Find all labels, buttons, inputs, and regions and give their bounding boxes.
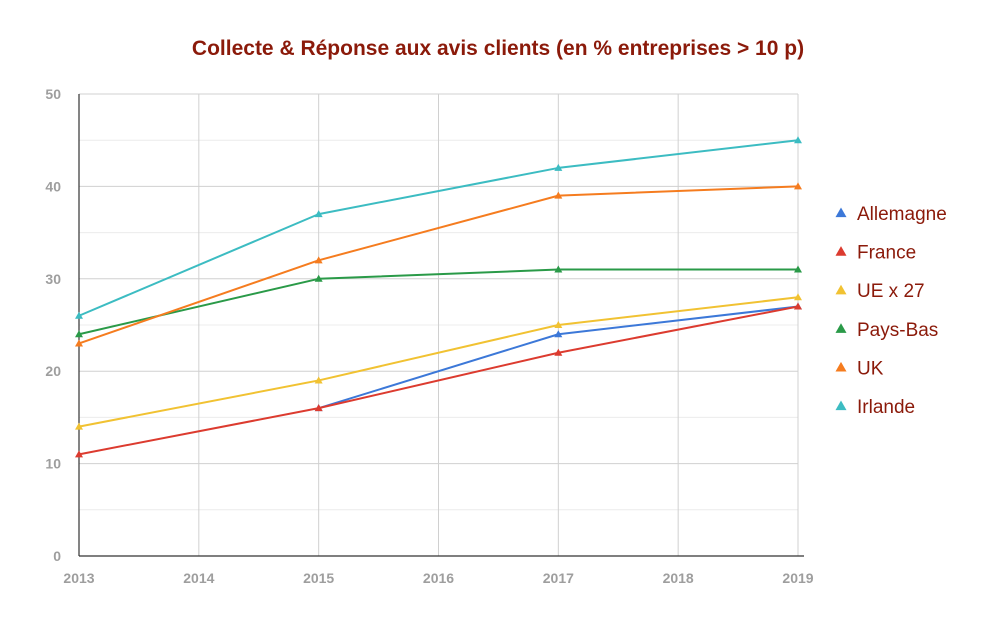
data-point-france — [75, 450, 83, 458]
series-line-ue-x-27 — [78, 296, 799, 428]
legend-item-pays-bas: Pays-Bas — [835, 320, 938, 341]
series-line-france — [78, 305, 799, 456]
legend-label: UE x 27 — [857, 281, 925, 302]
data-point-irlande — [794, 136, 802, 144]
series-line-uk — [78, 185, 799, 345]
series-france — [75, 302, 802, 458]
legend-marker-icon — [835, 284, 847, 295]
data-point-pays-bas — [314, 274, 323, 282]
legend-item-ue-x-27: UE x 27 — [835, 281, 925, 302]
data-point-france — [794, 302, 802, 310]
x-tick-label: 2016 — [423, 570, 454, 586]
series-ue-x-27 — [75, 293, 802, 430]
data-point-ue-x-27 — [554, 321, 563, 328]
data-point-pays-bas — [794, 265, 802, 273]
data-point-uk — [314, 256, 323, 264]
legend-label: Irlande — [857, 397, 915, 418]
x-tick-label: 2013 — [63, 570, 94, 586]
data-point-irlande — [554, 163, 563, 171]
data-point-uk — [794, 182, 802, 190]
data-point-pays-bas — [554, 265, 563, 273]
gridlines — [79, 93, 799, 556]
x-tick-label: 2018 — [663, 570, 694, 586]
y-tick-label: 30 — [45, 271, 61, 287]
data-point-ue-x-27 — [75, 422, 83, 430]
data-point-france — [554, 348, 563, 356]
series-line-pays-bas — [78, 268, 798, 336]
legend-item-allemagne: Allemagne — [835, 204, 947, 225]
data-point-uk — [75, 339, 83, 347]
legend-marker-icon — [835, 246, 847, 256]
x-tick-label: 2014 — [183, 570, 214, 586]
legend-item-uk: UK — [835, 358, 884, 379]
legend-item-france: France — [835, 243, 916, 264]
axes: 0 10 20 30 40 50 2013 2014 2015 2016 2017 2018 2019 — [45, 86, 813, 586]
legend-label: France — [857, 243, 916, 264]
data-point-irlande — [314, 210, 323, 218]
y-tick-label: 40 — [45, 178, 61, 194]
chart-title: Collecte & Réponse aux avis clients (en … — [192, 37, 804, 60]
x-tick-label: 2019 — [782, 570, 813, 586]
series-line-irlande — [78, 139, 799, 317]
series-pays-bas — [75, 265, 802, 338]
data-point-allemagne — [554, 330, 563, 338]
legend: Allemagne France UE x 27 Pays-Bas UK Irlande — [835, 204, 947, 418]
legend-marker-icon — [835, 400, 847, 411]
series-uk — [75, 182, 802, 347]
y-tick-label: 20 — [45, 363, 61, 379]
data-point-ue-x-27 — [794, 293, 802, 301]
y-tick-label: 50 — [45, 86, 61, 102]
legend-marker-icon — [835, 361, 847, 372]
series-irlande — [75, 136, 802, 319]
legend-marker-icon — [835, 207, 847, 218]
data-point-irlande — [75, 311, 83, 319]
y-tick-label: 0 — [53, 548, 61, 564]
legend-item-irlande: Irlande — [835, 397, 915, 418]
series-lines — [75, 136, 802, 458]
legend-label: Pays-Bas — [857, 320, 938, 341]
x-tick-label: 2015 — [303, 570, 334, 586]
data-point-ue-x-27 — [314, 376, 323, 384]
legend-label: UK — [857, 358, 884, 379]
x-tick-label: 2017 — [543, 570, 574, 586]
data-point-france — [314, 404, 323, 412]
y-tick-label: 10 — [45, 456, 61, 472]
data-point-uk — [554, 191, 563, 199]
legend-marker-icon — [835, 323, 847, 333]
data-point-pays-bas — [75, 330, 83, 338]
legend-label: Allemagne — [857, 204, 947, 225]
